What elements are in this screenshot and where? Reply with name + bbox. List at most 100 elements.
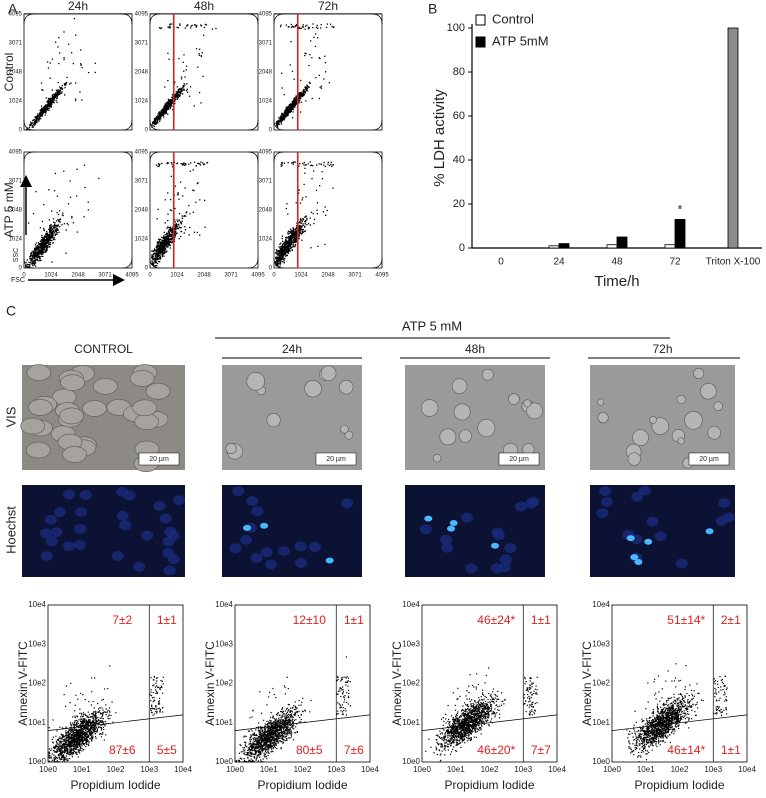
event-dot: [291, 232, 293, 234]
event-dot: [45, 110, 47, 112]
event-dot: [42, 253, 44, 255]
event-dot: [67, 753, 70, 755]
event-dot: [67, 732, 69, 735]
scale-box: [138, 452, 180, 466]
event-dot: [64, 83, 66, 86]
event-dot: [293, 238, 295, 241]
nucleus: [638, 485, 651, 496]
event-dot: [53, 94, 56, 97]
event-dot: [29, 256, 32, 258]
event-dot: [153, 118, 156, 120]
event-dot: [157, 260, 160, 263]
event-dot: [108, 707, 111, 709]
y-tick-label: 4095: [135, 12, 149, 18]
event-dot: [49, 229, 51, 232]
event-dot: [33, 118, 36, 121]
event-dot: [290, 235, 292, 238]
event-dot: [51, 101, 53, 103]
column-header: 48h: [194, 0, 214, 13]
event-dot: [183, 70, 185, 72]
event-dot: [276, 252, 278, 254]
event-dot: [197, 163, 200, 165]
hoechst-image: [222, 485, 362, 577]
event-dot: [180, 87, 183, 89]
event-dot: [165, 235, 167, 238]
event-dot: [74, 732, 76, 734]
event-dot: [311, 177, 313, 180]
event-dot: [164, 113, 166, 115]
event-dot: [89, 730, 91, 732]
event-dot: [184, 229, 187, 231]
event-dot: [296, 97, 298, 99]
event-dot: [94, 726, 96, 728]
event-dot: [46, 107, 48, 110]
event-dot: [154, 686, 157, 688]
event-dot: [108, 714, 110, 716]
event-dot: [327, 163, 329, 165]
vis-image: [222, 365, 362, 470]
event-dot: [295, 235, 297, 238]
event-dot: [289, 245, 291, 247]
event-dot: [34, 262, 37, 264]
event-dot: [161, 242, 163, 245]
event-dot: [299, 231, 301, 233]
event-dot: [290, 228, 292, 230]
event-dot: [314, 45, 317, 48]
event-dot: [179, 92, 182, 94]
event-dot: [180, 88, 182, 91]
event-dot: [174, 94, 177, 96]
event-dot: [65, 738, 67, 740]
column-header: 72h: [652, 342, 672, 356]
event-dot: [299, 221, 302, 224]
event-dot: [31, 260, 33, 262]
event-dot: [171, 101, 174, 103]
event-dot: [166, 102, 168, 105]
event-dot: [310, 40, 312, 42]
event-dot: [82, 737, 85, 739]
event-dot: [46, 237, 49, 240]
event-dot: [57, 748, 59, 750]
event-dot: [93, 727, 95, 729]
event-dot: [43, 248, 45, 251]
event-dot: [93, 726, 95, 729]
event-dot: [305, 196, 307, 198]
event-dot: [82, 742, 84, 744]
event-dot: [60, 742, 62, 744]
event-dot: [47, 100, 49, 102]
event-dot: [61, 727, 63, 729]
event-dot: [159, 243, 161, 246]
event-dot: [285, 254, 288, 256]
event-dot: [155, 690, 158, 693]
event-dot: [86, 734, 88, 736]
event-dot: [157, 247, 160, 250]
event-dot: [44, 111, 47, 114]
event-dot: [177, 27, 180, 29]
nucleus: [63, 489, 76, 500]
event-dot: [289, 244, 292, 247]
event-dot: [160, 242, 162, 244]
event-dot: [54, 222, 56, 224]
event-dot: [300, 228, 302, 230]
event-dot: [158, 111, 161, 113]
event-dot: [43, 239, 46, 242]
event-dot: [280, 121, 282, 124]
event-dot: [169, 24, 171, 26]
event-dot: [305, 100, 307, 102]
event-dot: [155, 712, 158, 714]
event-dot: [281, 247, 284, 249]
event-dot: [80, 731, 82, 733]
event-dot: [55, 228, 57, 231]
event-dot: [69, 722, 71, 724]
event-dot: [296, 103, 298, 105]
event-dot: [292, 230, 294, 232]
event-dot: [48, 246, 50, 248]
event-dot: [290, 230, 293, 232]
event-dot: [298, 165, 300, 167]
event-dot: [56, 761, 59, 763]
event-dot: [168, 231, 170, 234]
event-dot: [49, 226, 51, 228]
event-dot: [65, 229, 67, 231]
event-dot: [98, 726, 100, 729]
event-dot: [45, 237, 48, 239]
nucleus: [50, 527, 63, 538]
